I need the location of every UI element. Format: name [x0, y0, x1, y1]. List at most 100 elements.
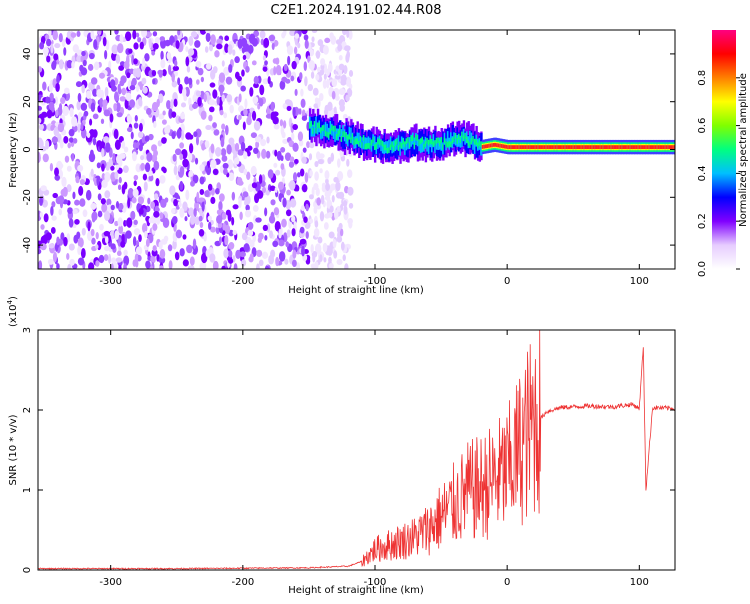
heatmap-cell — [89, 118, 93, 126]
heatmap-ridge-cell — [475, 139, 478, 146]
heatmap-ridge-cell — [670, 145, 673, 150]
heatmap-cell — [331, 78, 338, 87]
heatmap-ridge-cell — [353, 139, 356, 146]
heatmap-cell — [338, 54, 343, 61]
heatmap-cell — [100, 118, 105, 125]
heatmap-cell — [140, 162, 146, 171]
heatmap-ridge-cell — [424, 141, 428, 147]
heatmap-ridge-cell — [527, 145, 531, 150]
heatmap-cell — [262, 66, 268, 72]
heatmap-ridge-cell — [472, 135, 475, 142]
heatmap-cell — [82, 209, 88, 218]
heatmap-cell — [143, 181, 148, 192]
heatmap-cell — [270, 101, 275, 112]
heatmap-cell — [151, 69, 157, 77]
heatmap-cell — [269, 185, 276, 192]
heatmap-cell — [62, 105, 69, 116]
heatmap-cell — [204, 46, 209, 53]
heatmap-cell — [46, 55, 51, 63]
heatmap-cell — [75, 175, 80, 184]
heatmap-cell — [52, 30, 58, 41]
heatmap-cell — [252, 96, 259, 104]
heatmap-cell — [71, 116, 78, 127]
heatmap-cell — [188, 143, 194, 154]
heatmap-cell — [304, 39, 309, 49]
heatmap-ridge-cell — [412, 135, 415, 155]
heatmap-ridge-cell — [634, 145, 637, 150]
heatmap-cell — [56, 236, 60, 246]
heatmap-cell — [336, 170, 344, 181]
heatmap-ridge-cell — [429, 138, 432, 158]
heatmap-ridge-cell — [637, 145, 640, 150]
heatmap-cell — [140, 155, 145, 161]
heatmap-ridge-cell — [432, 134, 436, 147]
heatmap-cell — [306, 121, 310, 131]
heatmap-cell — [48, 101, 55, 111]
heatmap-ridge-cell — [645, 145, 648, 150]
heatmap-cell — [216, 214, 223, 224]
heatmap-ridge-cell — [594, 145, 597, 150]
heatmap-cell — [113, 128, 119, 140]
heatmap-cell — [205, 30, 212, 34]
heatmap-cell — [134, 253, 139, 263]
snr-x-label: Height of straight line (km) — [288, 585, 424, 596]
heatmap-cell — [38, 66, 43, 73]
heatmap-ridge-cell — [608, 145, 612, 150]
heatmap-cell — [179, 142, 185, 149]
heatmap-cell — [61, 176, 67, 188]
heatmap-cell — [216, 38, 223, 45]
heatmap-cell — [60, 232, 65, 242]
heatmap-cell — [331, 90, 336, 100]
heatmap-ridge-cell — [491, 143, 494, 148]
heatmap-ridge-cell — [427, 139, 431, 146]
heatmap-cell — [348, 202, 354, 209]
heatmap-ridge-cell — [329, 120, 332, 133]
heatmap-ridge-cell — [654, 145, 658, 150]
heatmap-cell — [71, 61, 75, 69]
heatmap-cell — [130, 210, 136, 220]
heatmap-ridge-cell — [324, 130, 328, 137]
heatmap-cell — [40, 185, 47, 192]
heatmap-ridge-cell — [549, 145, 553, 150]
heatmap-ridge-cell — [346, 135, 350, 142]
heatmap-cell — [221, 212, 227, 220]
heatmap-cell — [53, 126, 60, 137]
heatmap-cell — [88, 152, 96, 163]
heatmap-cell — [77, 246, 82, 255]
heatmap-cell — [55, 82, 60, 92]
heatmap-cell — [194, 216, 201, 225]
heatmap-cell — [166, 51, 172, 60]
heatmap-ridge-cell — [546, 145, 550, 150]
heatmap-cell — [301, 183, 308, 193]
heatmap-cell — [63, 47, 67, 56]
heatmap-cell — [317, 66, 321, 73]
heatmap-cell — [204, 140, 210, 149]
heatmap-cell — [308, 153, 313, 161]
heatmap-ridge-cell — [399, 131, 402, 151]
heatmap-ridge-cell — [345, 122, 348, 142]
heatmap-cell — [293, 220, 297, 231]
heatmap-cell — [301, 115, 308, 121]
heatmap-cell — [270, 211, 275, 221]
heatmap-cell — [318, 153, 325, 159]
heatmap-ridge-cell — [567, 145, 570, 150]
heatmap-ridge-cell — [312, 128, 315, 134]
heatmap-cell — [157, 140, 163, 147]
heatmap-cell — [176, 128, 182, 139]
heatmap-cell — [241, 69, 245, 77]
heatmap-cell — [307, 55, 311, 63]
heatmap-cell — [96, 162, 101, 169]
heatmap-cell — [300, 205, 305, 212]
heatmap-cell — [334, 74, 341, 80]
heatmap-cell — [54, 174, 61, 181]
heatmap-ridge-cell — [377, 138, 380, 145]
heatmap-cell — [101, 203, 108, 213]
heatmap-cell — [326, 78, 330, 89]
heatmap-cell — [158, 113, 165, 120]
heatmap-cell — [104, 210, 110, 222]
heatmap-cell — [314, 228, 319, 238]
heatmap-cell — [198, 197, 205, 203]
heatmap-ridge-cell — [627, 145, 631, 150]
heatmap-cell — [172, 239, 177, 250]
heatmap-ridge-cell — [321, 125, 325, 131]
